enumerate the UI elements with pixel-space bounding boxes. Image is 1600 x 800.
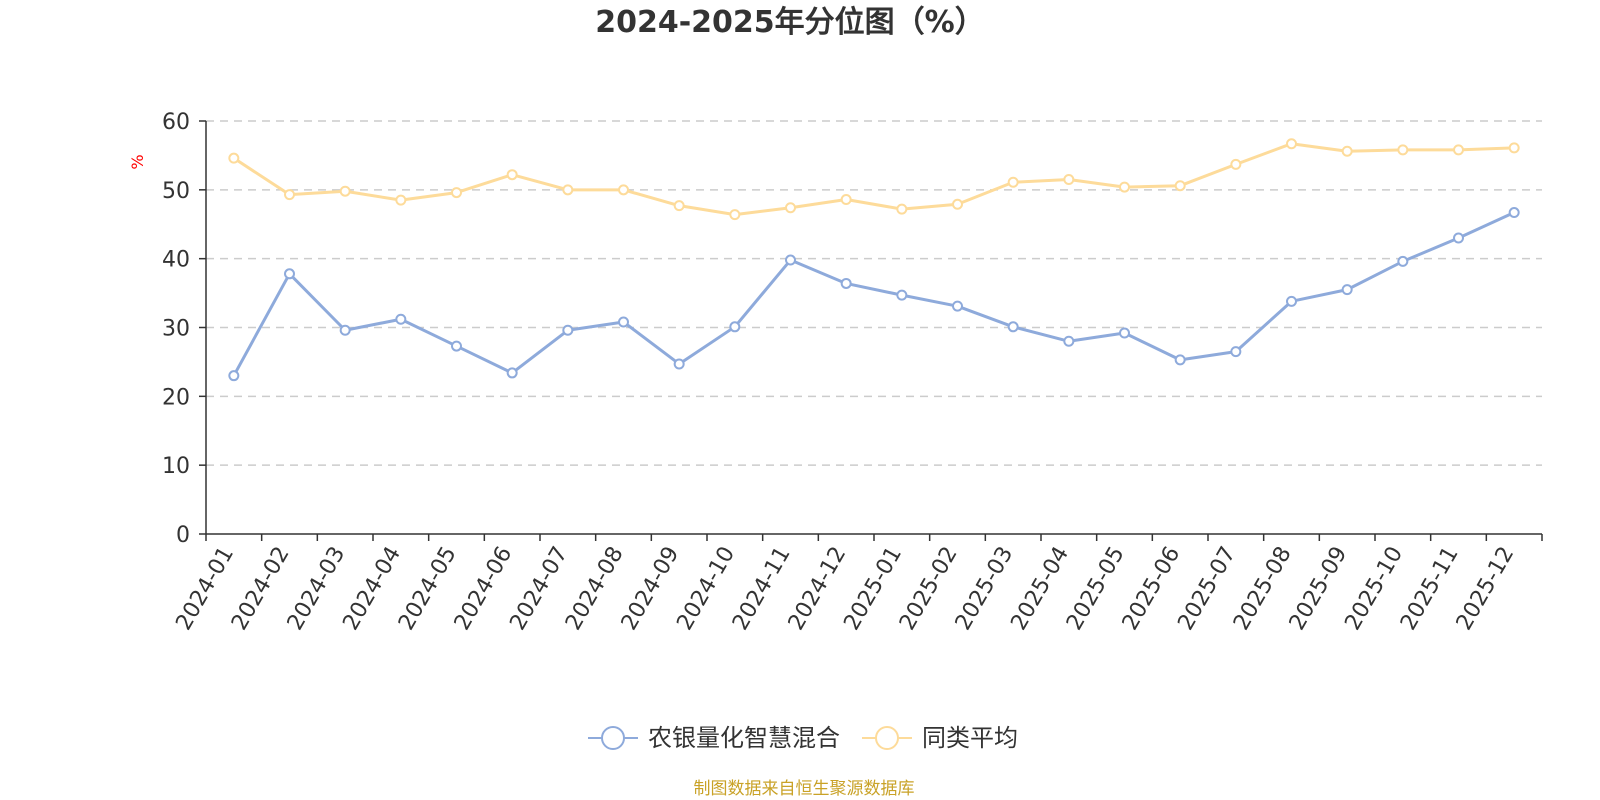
data-point[interactable] (785, 254, 796, 266)
series-1 (228, 207, 1520, 382)
legend-label-series-2: 同类平均 (922, 724, 1018, 752)
y-axis-ticks: 0 10 20 30 40 50 60 (162, 110, 206, 548)
data-point[interactable] (284, 268, 295, 280)
data-point[interactable] (1230, 346, 1242, 358)
legend-swatch-marker (601, 726, 625, 750)
data-point[interactable] (1397, 144, 1409, 156)
data-point[interactable] (1508, 207, 1520, 219)
data-source-note: 制图数据来自恒生聚源数据库 (694, 779, 915, 799)
data-point[interactable] (1007, 176, 1019, 188)
data-point[interactable] (1230, 158, 1242, 170)
y-axis-unit-label: % (128, 154, 147, 169)
x-axis-ticks: 2024-012024-022024-032024-042024-052024-… (171, 534, 1543, 635)
data-point[interactable] (785, 202, 796, 214)
series-line (233, 142, 1515, 217)
data-point[interactable] (673, 358, 685, 370)
chart-title: 2024-2025年分位图（%） (595, 5, 985, 40)
data-point[interactable] (1341, 284, 1353, 296)
data-point[interactable] (896, 203, 908, 215)
data-point[interactable] (618, 184, 629, 196)
y-tick-label: 40 (162, 248, 190, 273)
data-point[interactable] (1119, 327, 1130, 339)
legend-label-series-1: 农银量化智慧混合 (648, 724, 840, 752)
y-tick-label: 60 (162, 110, 190, 135)
data-point[interactable] (451, 340, 462, 352)
data-point[interactable] (952, 198, 963, 210)
data-point[interactable] (506, 367, 518, 379)
data-point[interactable] (896, 289, 908, 301)
data-point[interactable] (1174, 354, 1186, 366)
y-tick-label: 20 (162, 385, 190, 410)
data-point[interactable] (284, 189, 295, 201)
data-point[interactable] (1453, 232, 1464, 244)
data-point[interactable] (673, 200, 685, 212)
data-point[interactable] (339, 185, 351, 197)
data-point[interactable] (1397, 255, 1409, 267)
data-point[interactable] (228, 152, 240, 164)
data-point[interactable] (228, 370, 240, 382)
data-point[interactable] (1453, 144, 1464, 156)
data-point[interactable] (1508, 142, 1520, 154)
series-2 (228, 138, 1520, 221)
legend: 农银量化智慧混合 同类平均 (588, 724, 1018, 752)
data-point[interactable] (506, 169, 518, 181)
data-point[interactable] (729, 209, 741, 221)
grid-lines (206, 120, 1542, 466)
data-point[interactable] (451, 187, 462, 199)
y-tick-label: 10 (162, 454, 190, 479)
data-point[interactable] (1063, 335, 1075, 347)
y-tick-label: 30 (162, 317, 190, 342)
data-point[interactable] (1007, 321, 1019, 333)
data-point[interactable] (339, 324, 351, 336)
data-point[interactable] (1341, 145, 1353, 157)
legend-swatch-marker (875, 726, 899, 750)
data-point[interactable] (562, 184, 574, 196)
data-point[interactable] (1286, 138, 1297, 150)
legend-item-series-2[interactable]: 同类平均 (862, 724, 1018, 752)
data-point[interactable] (840, 193, 852, 205)
data-point[interactable] (1063, 174, 1075, 186)
data-point[interactable] (395, 194, 407, 206)
y-tick-label: 0 (176, 523, 190, 548)
data-point[interactable] (729, 321, 741, 333)
data-point[interactable] (395, 313, 407, 325)
data-point[interactable] (562, 324, 574, 336)
data-point[interactable] (618, 316, 629, 328)
data-point[interactable] (1286, 295, 1297, 307)
legend-item-series-1[interactable]: 农银量化智慧混合 (588, 724, 840, 752)
data-point[interactable] (952, 300, 963, 312)
data-point[interactable] (840, 277, 852, 289)
y-tick-label: 50 (162, 179, 190, 204)
data-point[interactable] (1119, 181, 1130, 193)
series-line (232, 211, 1515, 377)
series-lines (228, 138, 1520, 382)
data-point[interactable] (1174, 180, 1186, 192)
